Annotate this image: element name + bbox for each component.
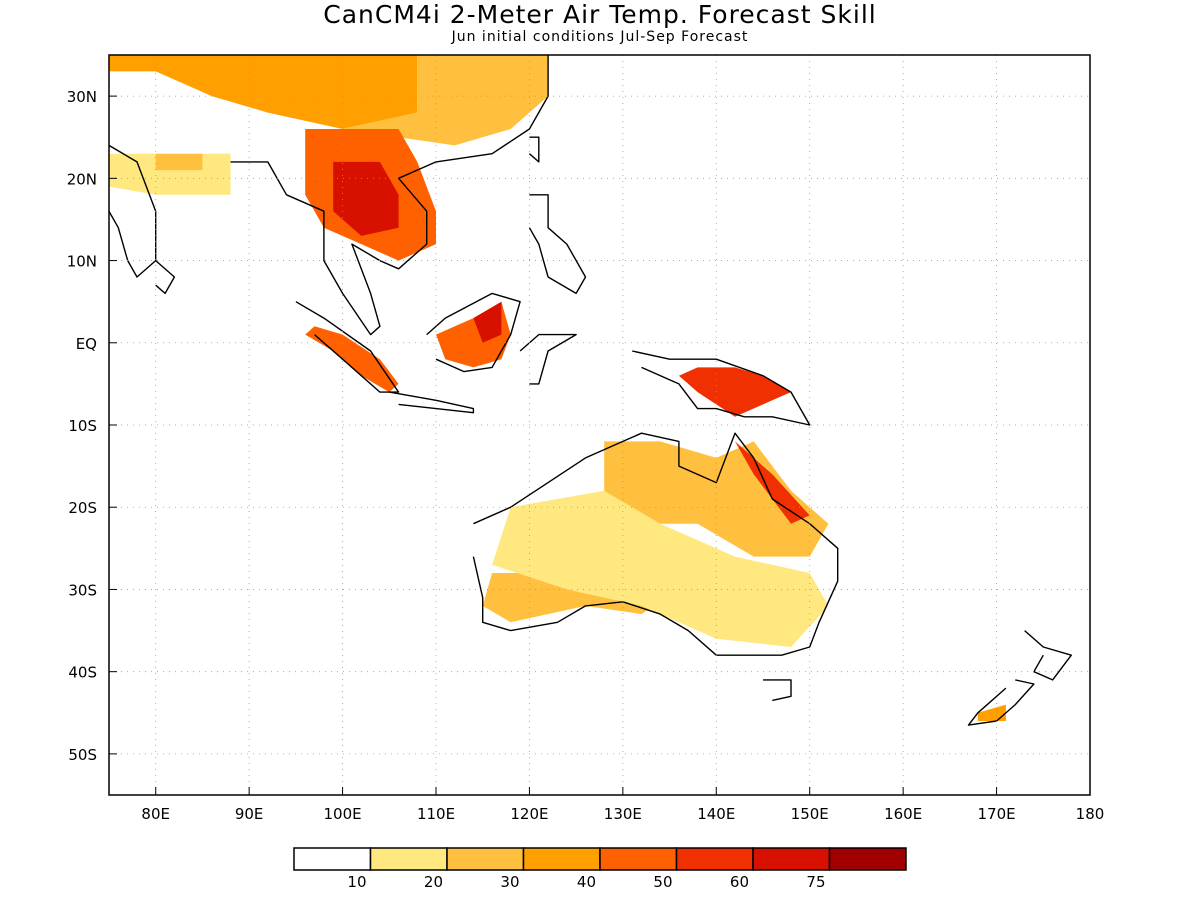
colorbar-swatch (752, 847, 831, 871)
skill-region-australia-east (735, 441, 810, 524)
lat-tick-label: 50S (68, 746, 97, 764)
skill-region-new-guinea (678, 367, 791, 417)
lat-tick-label: 30N (67, 88, 97, 106)
lat-tick-label: EQ (76, 335, 97, 353)
lon-tick-label: 120E (510, 805, 548, 823)
colorbar-label: 60 (730, 873, 749, 891)
lon-tick-label: 180 (1076, 805, 1105, 823)
coast-tasmania (763, 679, 792, 702)
longitude-axis: 80E 90E 100E 110E 120E 130E 140E 150E 160E 170E 18… (141, 787, 1104, 823)
coastline-layer (109, 55, 1073, 726)
skill-region-tibet-china (342, 55, 549, 146)
colorbar-swatch (446, 847, 525, 871)
coast-java (389, 391, 475, 414)
coast-sulawesi (519, 333, 577, 385)
colorbar-label: 10 (347, 873, 366, 891)
colorbar-label: 30 (500, 873, 519, 891)
lon-tick-label: 90E (235, 805, 264, 823)
lat-tick-label: 30S (68, 581, 97, 599)
lon-tick-label: 130E (604, 805, 642, 823)
coast-new-zealand-north (1024, 630, 1073, 681)
coast-philippines (528, 194, 587, 295)
latitude-axis: 30N 20N 10N EQ 10S 20S 30S 40S 50S (67, 88, 117, 764)
coast-sri-lanka (155, 260, 176, 295)
colorbar-swatch (828, 847, 907, 871)
coast-australia (472, 432, 839, 656)
skill-region-australia-interior (492, 490, 829, 647)
colorbar-swatch (675, 847, 754, 871)
lon-tick-label: 80E (141, 805, 170, 823)
colorbar-swatch (599, 847, 678, 871)
chart-title: CanCM4i 2-Meter Air Temp. Forecast Skill (323, 0, 877, 29)
lat-tick-label: 10N (67, 253, 97, 271)
lat-tick-label: 40S (68, 664, 97, 682)
coast-mainland-sea (230, 55, 549, 336)
coast-new-guinea (632, 350, 811, 426)
skill-region-india-band-2 (155, 153, 203, 171)
colorbar-label: 75 (806, 873, 825, 891)
coast-taiwan (528, 136, 540, 163)
lat-tick-label: 20N (67, 170, 97, 188)
chart-subtitle: Jun initial conditions Jul-Sep Forecast (451, 29, 749, 45)
lon-tick-label: 170E (978, 805, 1016, 823)
colorbar-label: 40 (577, 873, 596, 891)
skill-region-indochina-core (333, 161, 399, 236)
colorbar-swatch (522, 847, 601, 871)
lon-tick-label: 150E (791, 805, 829, 823)
lon-tick-label: 110E (417, 805, 455, 823)
lat-tick-label: 20S (68, 499, 97, 517)
colorbar-swatch (369, 847, 448, 871)
skill-region-borneo-core (473, 301, 502, 343)
gridlines (109, 55, 1090, 795)
lon-tick-label: 100E (324, 805, 362, 823)
skill-region-sumatra (305, 326, 399, 393)
colorbar-legend: 10 20 30 40 50 60 75 (293, 847, 907, 891)
colorbar-label: 50 (653, 873, 672, 891)
lon-tick-label: 140E (697, 805, 735, 823)
coast-borneo (426, 292, 521, 373)
lon-tick-label: 160E (884, 805, 922, 823)
skill-region-new-zealand-south (977, 704, 1006, 721)
skill-region-south-asia-north (109, 55, 418, 129)
plot-frame (108, 54, 1091, 796)
coast-sumatra (295, 301, 400, 393)
coast-india (109, 144, 157, 278)
lat-tick-label: 10S (68, 417, 97, 435)
colorbar-label: 20 (424, 873, 443, 891)
skill-shading-layer (109, 55, 1006, 721)
colorbar-swatch (293, 847, 372, 871)
